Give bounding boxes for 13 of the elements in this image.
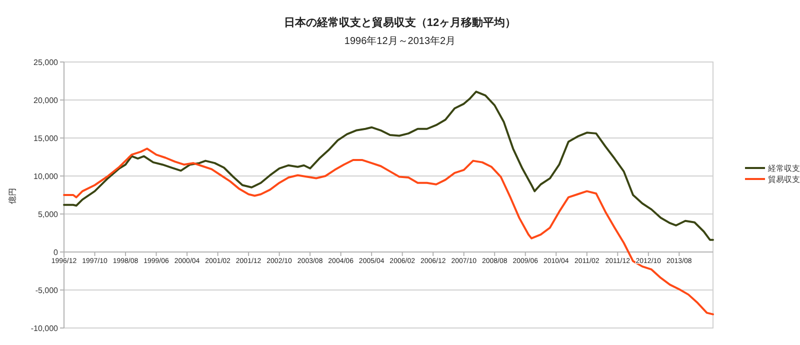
y-axis-title: 億円 xyxy=(8,188,17,204)
chart-subtitle: 1996年12月～2013年2月 xyxy=(344,35,456,47)
legend-label: 貿易収支 xyxy=(768,175,800,184)
y-tick-label: 5,000 xyxy=(38,210,59,219)
y-tick-label: -5,000 xyxy=(35,286,59,295)
y-tick-label: 20,000 xyxy=(34,96,59,105)
y-tick-label: 10,000 xyxy=(34,172,59,181)
y-tick-label: 15,000 xyxy=(34,134,59,143)
legend-label: 経常収支 xyxy=(767,164,800,173)
y-tick-label: 0 xyxy=(54,248,59,257)
y-tick-label: 25,000 xyxy=(34,58,59,67)
chart-title: 日本の経常収支と貿易収支（12ヶ月移動平均） xyxy=(284,16,516,29)
y-tick-label: -10,000 xyxy=(30,324,59,333)
